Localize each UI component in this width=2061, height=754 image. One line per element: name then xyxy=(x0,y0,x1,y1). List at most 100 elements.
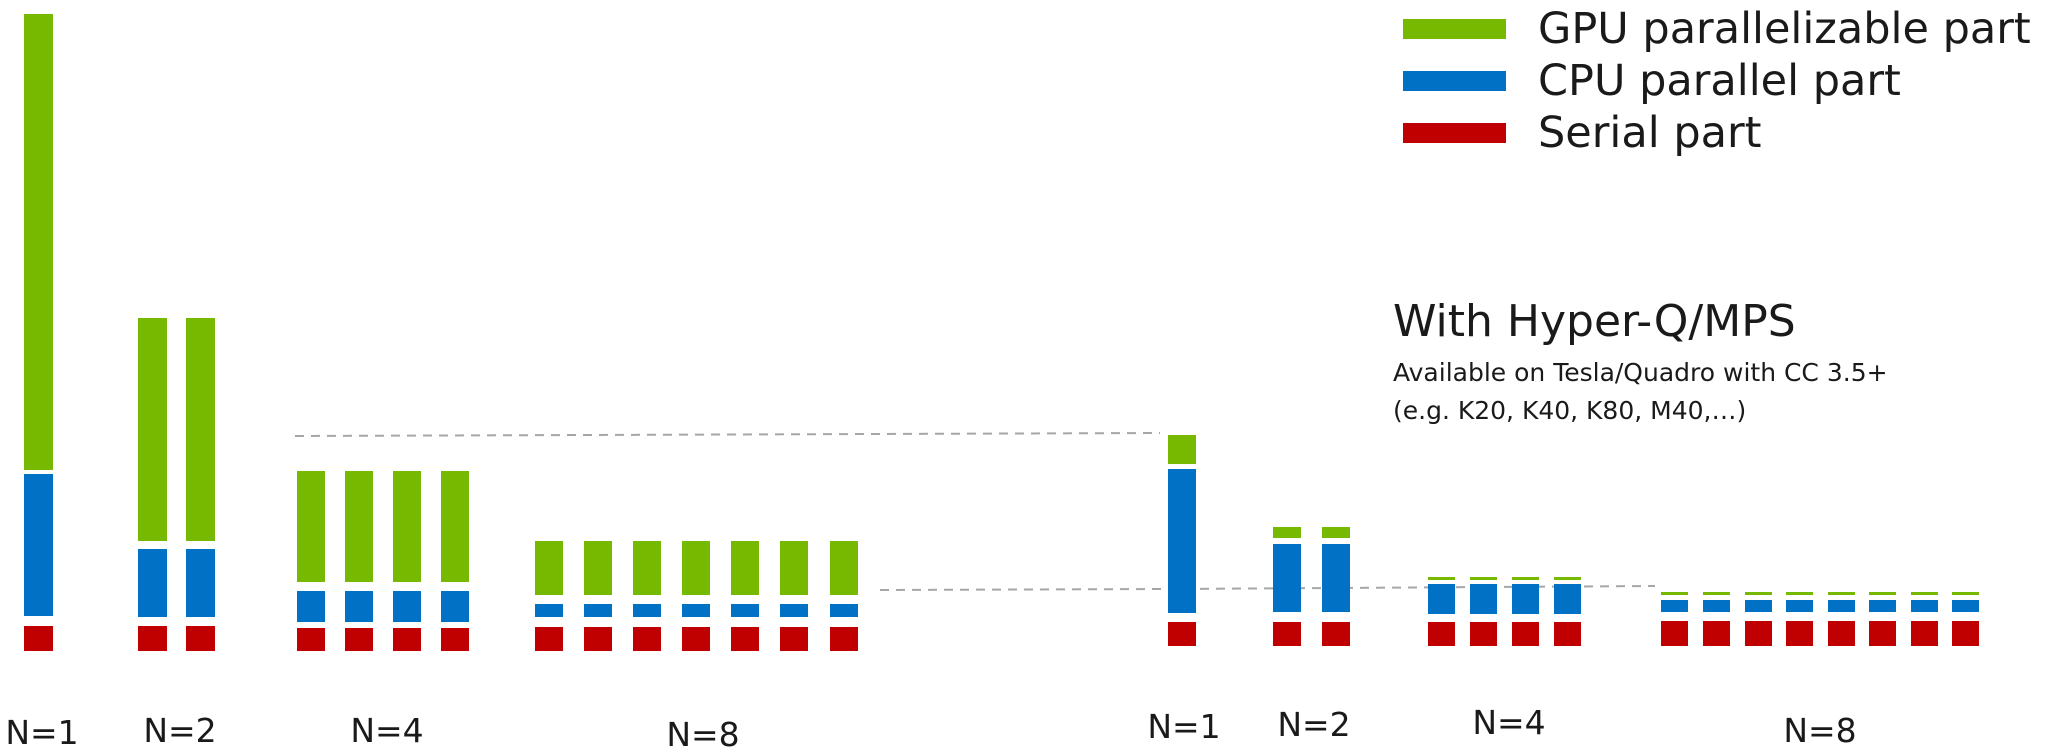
bar-n4-process2-gpu-segment xyxy=(345,471,373,582)
hyperq-group-label-n1: N=1 xyxy=(1147,707,1221,746)
bar-n8-process7-cpu-segment xyxy=(830,604,858,617)
bar-n8-process6-gpu-segment xyxy=(780,541,808,595)
bar-n8-process4-serial-segment xyxy=(682,627,710,651)
hyperq-bar-n8-process2-gpu-segment xyxy=(1703,592,1730,595)
bar-n2-process1-cpu-segment xyxy=(138,549,167,617)
legend-label-gpu: GPU parallelizable part xyxy=(1538,4,2031,54)
bar-n4-process2-cpu-segment xyxy=(345,591,373,622)
bar-n4-process3-gpu-segment xyxy=(393,471,421,582)
hyperq-bar-n4-process2-cpu-segment xyxy=(1470,584,1497,614)
bar-n8-process7-gpu-segment xyxy=(830,541,858,595)
legend-item-serial: Serial part xyxy=(1403,108,1762,158)
hyperq-bar-n2-process2-gpu-segment xyxy=(1322,527,1350,538)
bar-n8-process2-serial-segment xyxy=(584,627,612,651)
hyperq-bar-n4-process3-cpu-segment xyxy=(1512,584,1539,614)
hyperq-bar-n8-process8-gpu-segment xyxy=(1952,592,1979,595)
hyperq-bar-n8-process7-serial-segment xyxy=(1911,621,1938,646)
bar-n8-process4-cpu-segment xyxy=(682,604,710,617)
bar-n1-process1-gpu-segment xyxy=(24,14,53,470)
hyperq-bar-n4-process2-gpu-segment xyxy=(1470,577,1497,580)
bar-n8-process5-cpu-segment xyxy=(731,604,759,617)
hyperq-bar-n4-process4-serial-segment xyxy=(1554,622,1581,646)
hyperq-bar-n4-process1-gpu-segment xyxy=(1428,577,1455,580)
hyperq-bar-n8-process6-gpu-segment xyxy=(1869,592,1896,595)
hyperq-bar-n2-process1-cpu-segment xyxy=(1273,544,1301,612)
bar-n8-process3-serial-segment xyxy=(633,627,661,651)
hyperq-bar-n4-process4-gpu-segment xyxy=(1554,577,1581,580)
hyperq-bar-n8-process3-gpu-segment xyxy=(1745,592,1772,595)
bar-n8-process1-cpu-segment xyxy=(535,604,563,617)
hyperq-bar-n2-process1-gpu-segment xyxy=(1273,527,1301,538)
hyperq-bar-n8-process8-cpu-segment xyxy=(1952,600,1979,612)
bar-n8-process4-gpu-segment xyxy=(682,541,710,595)
bar-n2-process1-gpu-segment xyxy=(138,318,167,541)
hyperq-bar-n8-process6-cpu-segment xyxy=(1869,600,1896,612)
bar-n4-process4-cpu-segment xyxy=(441,591,469,622)
group-label-n2: N=2 xyxy=(143,711,217,750)
hyperq-bar-n8-process2-serial-segment xyxy=(1703,621,1730,646)
bar-n4-process4-gpu-segment xyxy=(441,471,469,582)
bar-n8-process7-serial-segment xyxy=(830,627,858,651)
bar-n2-process2-cpu-segment xyxy=(186,549,215,617)
bar-n8-process1-serial-segment xyxy=(535,627,563,651)
bar-n8-process6-serial-segment xyxy=(780,627,808,651)
legend-item-cpu: CPU parallel part xyxy=(1403,56,1901,106)
hyperq-bar-n8-process1-cpu-segment xyxy=(1661,600,1688,612)
legend-label-cpu: CPU parallel part xyxy=(1538,56,1901,106)
bar-n8-process5-serial-segment xyxy=(731,627,759,651)
hyperq-group-label-n2: N=2 xyxy=(1277,705,1351,744)
bar-n4-process3-serial-segment xyxy=(393,628,421,651)
bar-n1-process1-serial-segment xyxy=(24,626,53,651)
hyperq-bar-n4-process2-serial-segment xyxy=(1470,622,1497,646)
hyperq-bar-n8-process6-serial-segment xyxy=(1869,621,1896,646)
bar-n2-process2-serial-segment xyxy=(186,626,215,651)
hyperq-bar-n4-process1-serial-segment xyxy=(1428,622,1455,646)
bars-layer xyxy=(24,14,1979,651)
hyperq-bar-n2-process2-serial-segment xyxy=(1322,622,1350,646)
hyperq-note-line1: Available on Tesla/Quadro with CC 3.5+ xyxy=(1393,358,1888,387)
hyperq-bar-n8-process1-gpu-segment xyxy=(1661,592,1688,595)
hyperq-bar-n8-process3-cpu-segment xyxy=(1745,600,1772,612)
hyperq-bar-n8-process8-serial-segment xyxy=(1952,621,1979,646)
hyperq-bar-n8-process4-cpu-segment xyxy=(1786,600,1813,612)
group-label-n1: N=1 xyxy=(5,713,79,752)
bar-n4-process2-serial-segment xyxy=(345,628,373,651)
bar-n2-process2-gpu-segment xyxy=(186,318,215,541)
legend-item-gpu: GPU parallelizable part xyxy=(1403,4,2031,54)
hyperq-group-label-n8: N=8 xyxy=(1783,711,1857,750)
hyperq-bar-n8-process7-cpu-segment xyxy=(1911,600,1938,612)
legend-swatch-serial xyxy=(1403,123,1506,143)
bar-n8-process6-cpu-segment xyxy=(780,604,808,617)
bar-n4-process4-serial-segment xyxy=(441,628,469,651)
bar-n8-process2-gpu-segment xyxy=(584,541,612,595)
hyperq-bar-n8-process7-gpu-segment xyxy=(1911,592,1938,595)
hyperq-bar-n4-process1-cpu-segment xyxy=(1428,584,1455,614)
bar-n8-process5-gpu-segment xyxy=(731,541,759,595)
hyperq-bar-n2-process1-serial-segment xyxy=(1273,622,1301,646)
group-label-n8: N=8 xyxy=(666,715,740,754)
bar-n4-process1-cpu-segment xyxy=(297,591,325,622)
group-label-n4: N=4 xyxy=(350,711,424,750)
hyperq-bar-n8-process5-serial-segment xyxy=(1828,621,1855,646)
hyperq-bar-n8-process1-serial-segment xyxy=(1661,621,1688,646)
hyperq-bar-n8-process4-serial-segment xyxy=(1786,621,1813,646)
hyperq-bar-n8-process5-gpu-segment xyxy=(1828,592,1855,595)
hyperq-bar-n4-process3-serial-segment xyxy=(1512,622,1539,646)
hyperq-bar-n1-process1-serial-segment xyxy=(1168,622,1196,646)
hyperq-bar-n1-process1-gpu-segment xyxy=(1168,435,1196,464)
hyperq-bar-n8-process3-serial-segment xyxy=(1745,621,1772,646)
hyperq-bar-n1-process1-cpu-segment xyxy=(1168,469,1196,613)
hyperq-group-label-n4: N=4 xyxy=(1472,703,1546,742)
bar-n8-process1-gpu-segment xyxy=(535,541,563,595)
hyperq-bar-n8-process2-cpu-segment xyxy=(1703,600,1730,612)
legend-label-serial: Serial part xyxy=(1538,108,1762,158)
hyperq-bar-n2-process2-cpu-segment xyxy=(1322,544,1350,612)
bar-n2-process1-serial-segment xyxy=(138,626,167,651)
bar-n4-process1-gpu-segment xyxy=(297,471,325,582)
legend-swatch-gpu xyxy=(1403,19,1506,39)
hyperq-bar-n8-process4-gpu-segment xyxy=(1786,592,1813,595)
bar-n4-process1-serial-segment xyxy=(297,628,325,651)
legend-swatch-cpu xyxy=(1403,71,1506,91)
hyperq-bar-n4-process3-gpu-segment xyxy=(1512,577,1539,580)
